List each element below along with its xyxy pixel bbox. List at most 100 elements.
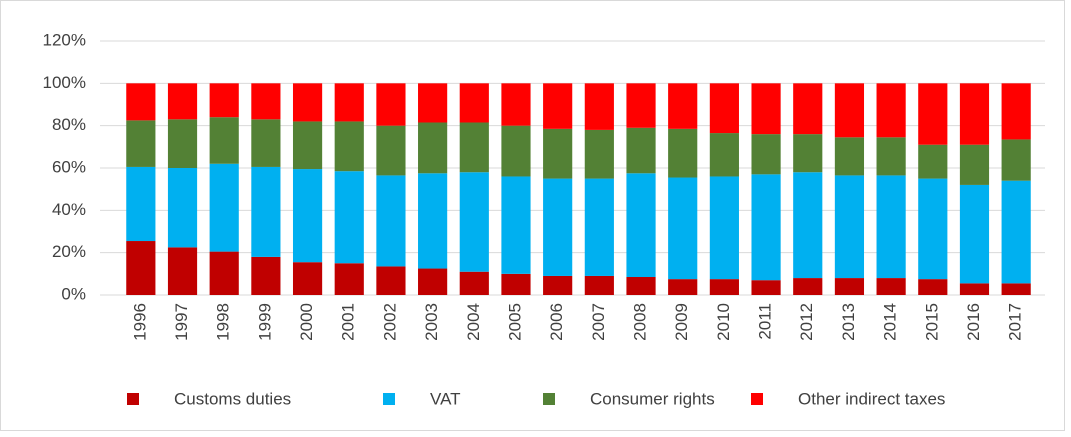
bar-segment [501,273,531,295]
bar-segment [292,121,323,170]
x-tick-label: 2014 [881,303,900,341]
bar-segment [543,128,573,179]
bar-segment [584,178,614,276]
bar-segment [209,163,239,252]
x-tick-label: 2004 [464,303,483,341]
x-tick-label: 2013 [839,303,858,341]
bar-segment [292,262,323,295]
y-tick-label: 40% [52,200,86,219]
x-tick-label: 2011 [756,303,775,340]
bar-segment [793,134,823,173]
y-tick-label: 0% [61,284,86,303]
bar-segment [918,83,948,145]
bar-segment [1001,283,1031,295]
bar-segment [209,117,239,164]
x-tick-label: 1998 [214,303,233,341]
x-tick-label: 1997 [172,303,191,341]
legend-swatch [127,393,139,405]
bar-segment [251,256,281,295]
bar-segment [959,83,990,145]
bar-segment [251,119,281,167]
bar-segment [209,83,239,118]
x-tick-label: 2009 [672,303,691,341]
legend-label: Other indirect taxes [798,389,945,408]
bar-segment [418,122,448,174]
legend-swatch [383,393,395,405]
bar-segment [709,176,739,280]
bar-segment [167,83,198,120]
bar-segment [751,83,781,135]
bar-segment [334,121,364,172]
bar-segment [126,120,156,167]
bar-segment [292,83,323,122]
x-tick-label: 1996 [130,303,149,341]
bar-segment [501,176,531,274]
bar-segment [584,275,614,295]
bar-segment [918,144,948,179]
legend-label: Customs duties [174,389,291,408]
bar-segment [1001,83,1031,140]
bar-segment [793,172,823,279]
bar-segment [334,83,364,122]
bar-segment [376,266,406,295]
bar-segment [751,134,781,175]
x-tick-label: 2015 [922,303,941,341]
bar-segment [626,277,656,295]
bar-segment [459,122,489,173]
x-tick-label: 2016 [964,303,983,341]
bar-segment [668,177,698,280]
bar-segment [418,268,448,295]
bar-segment [418,173,448,269]
bar-segment [959,283,990,295]
bar-segment [1001,180,1031,284]
bar-segment [918,279,948,295]
bar-segment [251,83,281,120]
bar-segment [376,83,406,126]
bar-segment [376,125,406,176]
bar-segment [418,83,448,123]
bar-segment [167,247,198,295]
y-tick-label: 60% [52,157,86,176]
bar-segment [543,178,573,276]
bar-segment [126,166,156,242]
bar-segment [126,83,156,121]
x-tick-label: 2010 [714,303,733,341]
bar-segment [251,166,281,257]
bar-segment [668,279,698,295]
x-tick-label: 2007 [589,303,608,341]
x-tick-label: 2008 [631,303,650,341]
bar-segment [292,169,323,263]
x-tick-label: 2002 [380,303,399,341]
bar-segment [459,172,489,272]
bar-segment [501,83,531,126]
x-tick-label: 2003 [422,303,441,341]
x-tick-label: 1999 [255,303,274,341]
x-tick-label: 2005 [505,303,524,341]
x-tick-label: 2012 [797,303,816,341]
bar-segment [501,125,531,177]
y-tick-label: 80% [52,115,86,134]
y-tick-label: 20% [52,242,86,261]
bar-segment [1001,139,1031,181]
y-tick-label: 100% [43,73,86,92]
legend-swatch [543,393,555,405]
bar-segment [793,278,823,295]
bar-segment [626,83,656,128]
legend-label: VAT [430,389,461,408]
bar-segment [918,178,948,280]
bar-segment [834,83,865,138]
bar-segment [209,251,239,295]
bar-segment [751,280,781,295]
x-tick-label: 2006 [547,303,566,341]
bar-segment [709,279,739,295]
bar-segment [959,144,990,185]
bar-segment [376,175,406,267]
bar-segment [751,174,781,281]
bar-segment [793,83,823,135]
bar-segment [584,83,614,130]
bar-segment [459,271,489,295]
bar-segment [876,137,906,176]
bar-segment [334,263,364,295]
legend-swatch [751,393,763,405]
